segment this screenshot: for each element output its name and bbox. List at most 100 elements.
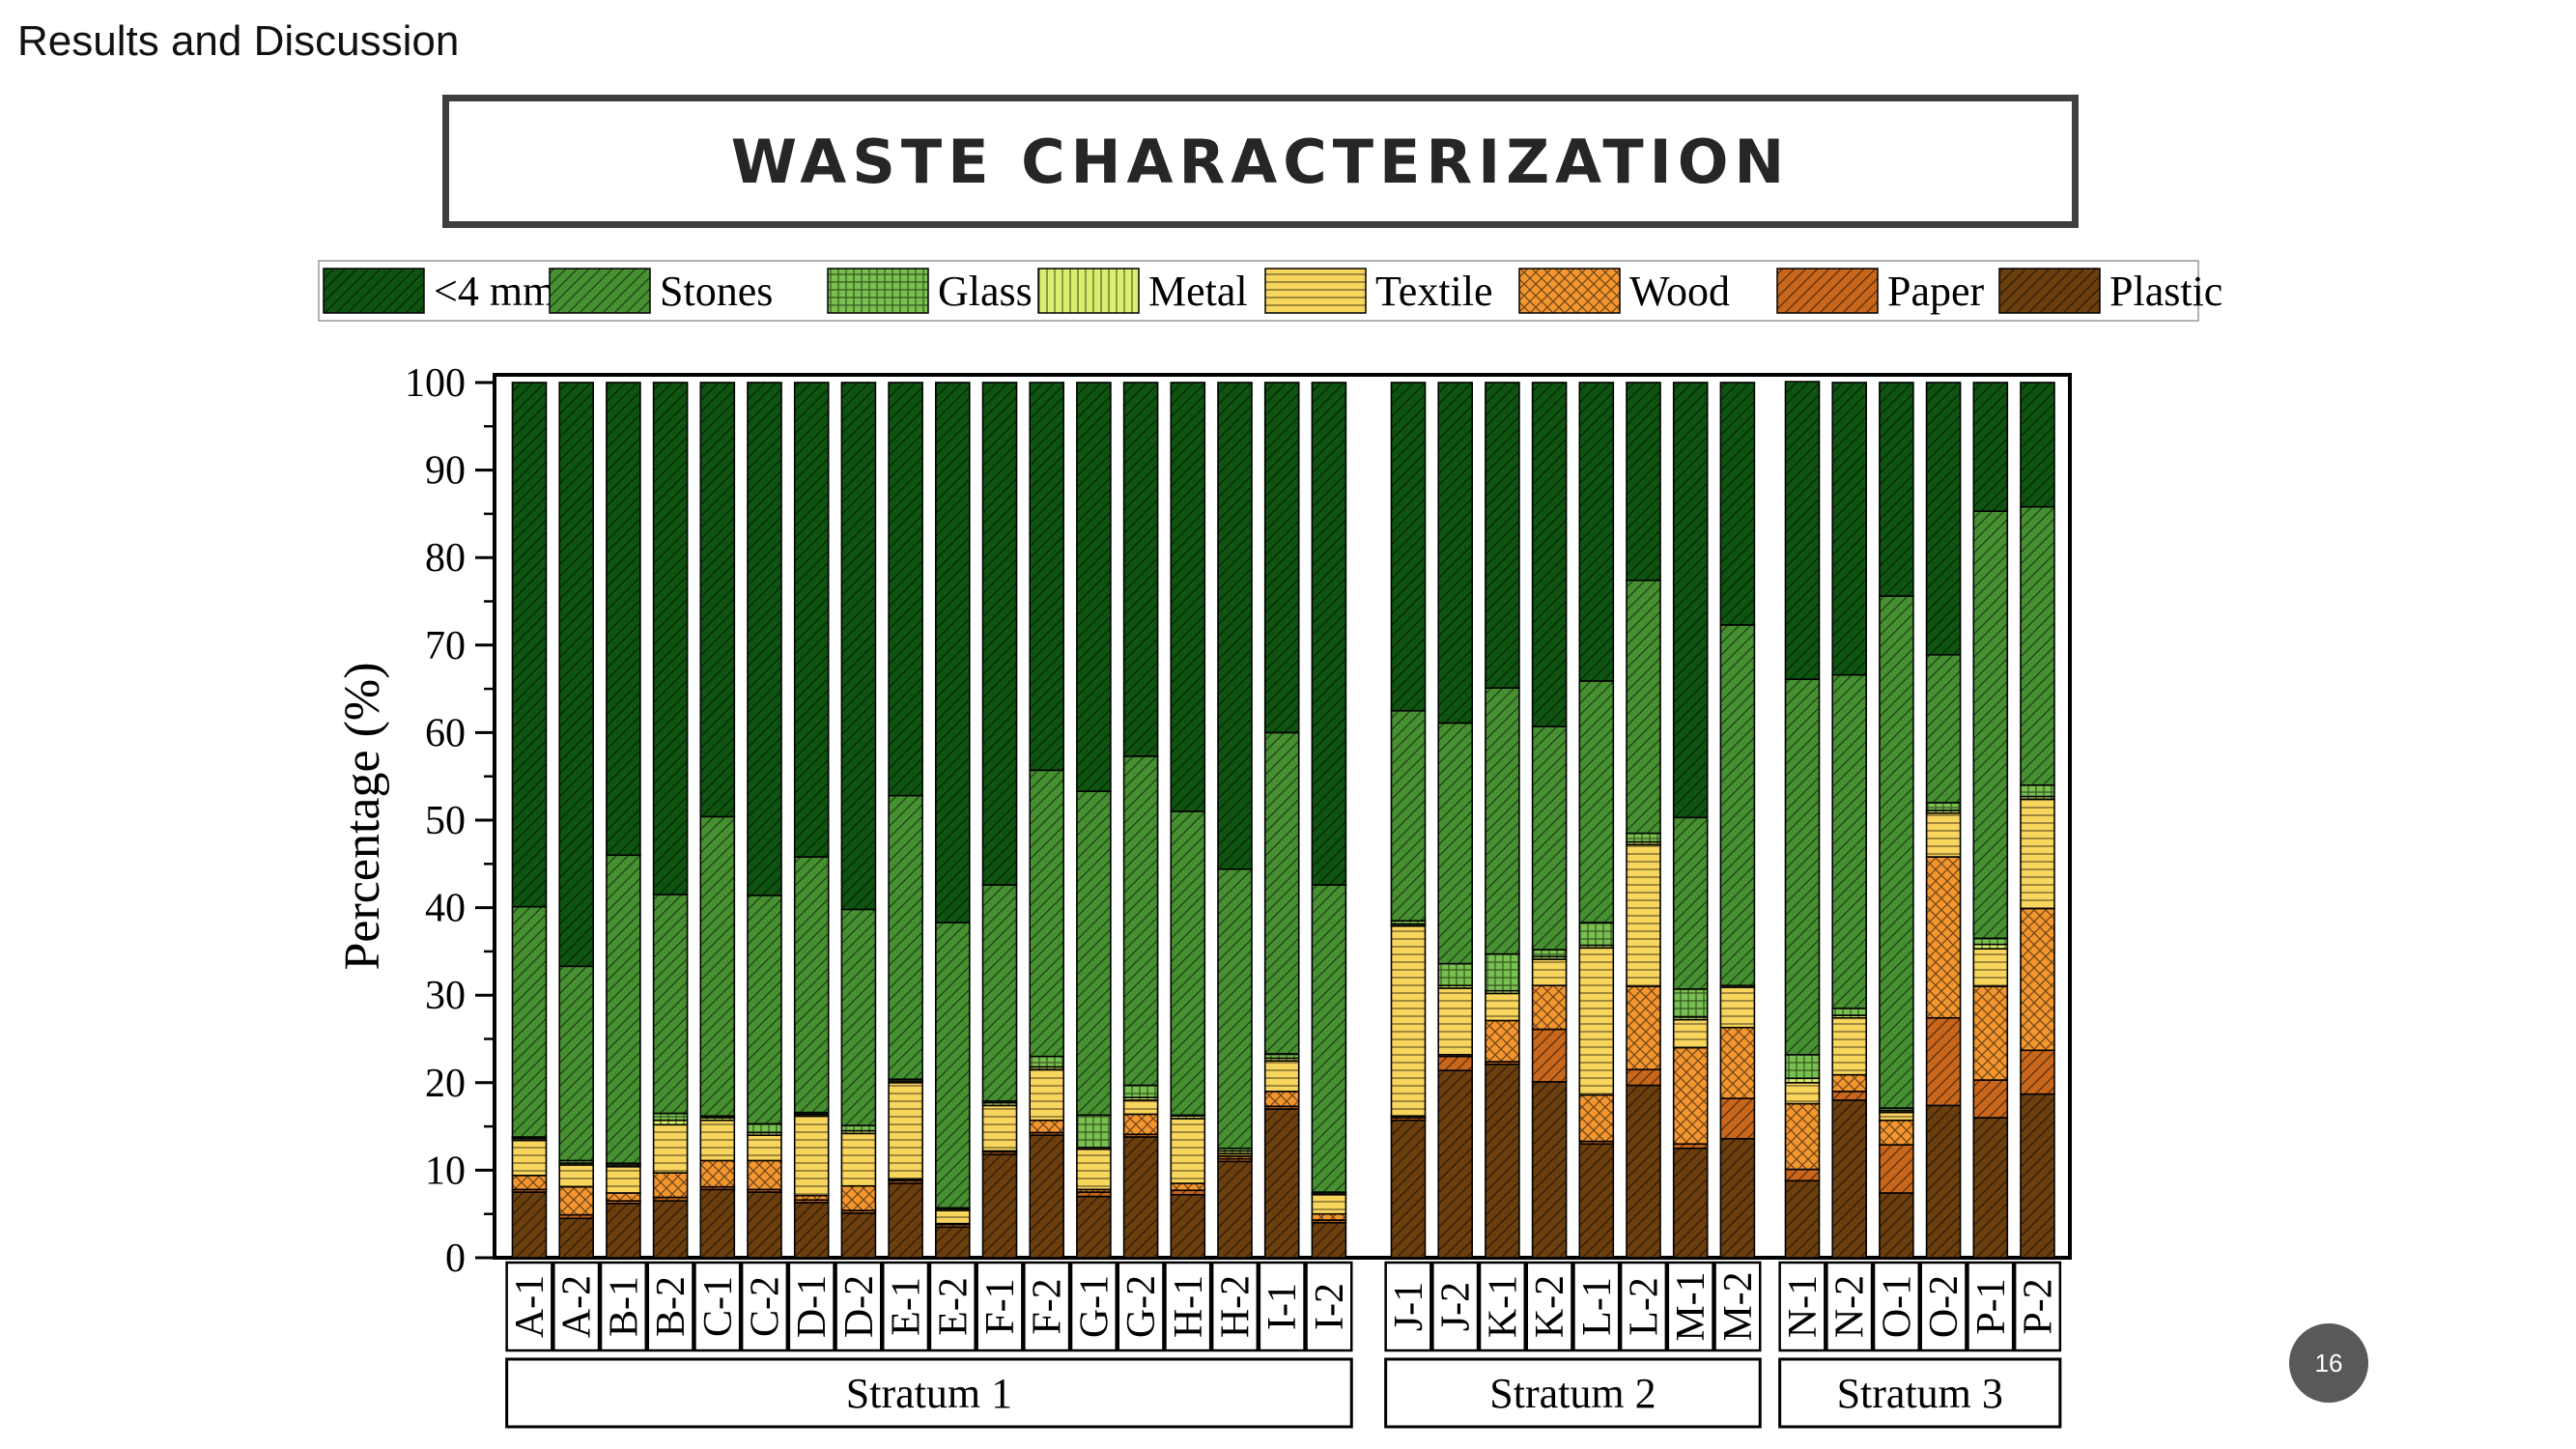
bar-stack	[1311, 382, 1347, 1259]
bar-segment	[1626, 382, 1661, 582]
x-tick-label: O-1	[1875, 1275, 1919, 1338]
bar-segment	[1531, 949, 1568, 958]
y-tick-label: 80	[425, 536, 466, 581]
legend-label: Plastic	[2109, 268, 2222, 315]
bar-segment	[1029, 769, 1064, 1058]
y-tick-label: 60	[425, 711, 466, 755]
bar-segment	[1831, 1099, 1867, 1259]
bar-segment	[1719, 1097, 1756, 1140]
bar-segment	[652, 1200, 689, 1259]
x-category: A-2	[552, 1261, 601, 1352]
bar-segment	[1076, 1195, 1112, 1259]
x-category: M-2	[1713, 1261, 1762, 1352]
x-category-box	[1572, 1261, 1621, 1352]
x-tick-label: J-2	[1434, 1282, 1479, 1331]
x-category-box	[1384, 1261, 1432, 1352]
bar-segment	[1531, 382, 1568, 727]
bar-segment	[1029, 1068, 1064, 1122]
bar-segment	[1437, 1069, 1473, 1259]
bar-stack	[1972, 382, 2009, 1259]
bar-segment	[1122, 1136, 1159, 1259]
x-category: H-1	[1164, 1261, 1212, 1352]
x-tick-label: C-2	[744, 1276, 788, 1337]
bar-stack	[793, 382, 830, 1259]
bar-segment	[1925, 811, 1962, 858]
bar-segment	[1831, 1091, 1867, 1101]
y-tick-label: 20	[425, 1062, 466, 1106]
x-tick-label: J-1	[1387, 1282, 1431, 1331]
bar-segment	[1831, 1016, 1867, 1076]
bar-segment	[1531, 958, 1568, 987]
bar-segment	[981, 1104, 1018, 1152]
bar-segment	[1390, 924, 1427, 1118]
x-category-box	[646, 1261, 694, 1352]
bar-segment	[1076, 1148, 1112, 1191]
bar-segment	[2020, 783, 2055, 798]
x-category-box	[882, 1261, 930, 1352]
bar-segment	[840, 908, 877, 1126]
bar-segment	[1879, 595, 1914, 1109]
x-tick-label: L-2	[1623, 1277, 1667, 1336]
bar-segment	[840, 1184, 877, 1211]
bar-segment	[1311, 884, 1347, 1193]
bar-segment	[1925, 1016, 1962, 1107]
bar-segment	[2020, 1049, 2055, 1095]
y-tick-label: 40	[425, 887, 466, 931]
bar-segment	[1076, 1114, 1112, 1149]
bar-segment	[1719, 1026, 1756, 1099]
bar-segment	[1672, 382, 1709, 819]
x-tick-label: P-1	[1969, 1278, 2014, 1334]
legend-label: Paper	[1887, 268, 1985, 315]
x-category-box	[787, 1261, 835, 1352]
bar-segment	[511, 1139, 548, 1177]
bar-segment	[1972, 985, 2009, 1081]
bar-segment	[1925, 802, 1962, 811]
x-category-box	[1478, 1261, 1527, 1352]
bar-segment	[1485, 952, 1520, 992]
x-tick-label: B-1	[602, 1276, 646, 1337]
bar-segment	[1437, 987, 1473, 1056]
bars	[493, 373, 2072, 1260]
x-category-box	[1210, 1261, 1260, 1352]
bar-segment	[1626, 832, 1661, 843]
bar-segment	[1784, 1054, 1821, 1080]
y-tick-label: 30	[425, 974, 466, 1018]
bar-segment	[934, 922, 971, 1209]
x-category: P-1	[1967, 1261, 2015, 1352]
x-category-box	[599, 1261, 647, 1352]
bar-stack	[1925, 382, 1962, 1259]
x-category: K-1	[1478, 1261, 1527, 1352]
x-tick-label: M-1	[1669, 1271, 1713, 1341]
bar-segment	[1972, 1079, 2009, 1119]
bar-segment	[1784, 1102, 1821, 1171]
x-category-box	[976, 1261, 1024, 1352]
bar-segment	[793, 1115, 830, 1197]
bar-segment	[840, 1211, 877, 1259]
bar-segment	[1437, 1055, 1473, 1071]
bar-segment	[1531, 1028, 1568, 1083]
legend-item: Metal	[1037, 268, 1248, 315]
bar-segment	[1784, 1179, 1821, 1259]
bar-segment	[1076, 790, 1112, 1117]
legend-item: Stones	[549, 268, 773, 315]
bar-stack	[1784, 381, 1821, 1259]
bar-segment	[1437, 382, 1473, 724]
bar-segment	[1626, 579, 1661, 835]
bar-segment	[1170, 382, 1206, 812]
bar-stack	[558, 382, 595, 1259]
bar-segment	[793, 382, 830, 858]
x-category-box	[1872, 1261, 1921, 1352]
bar-stack	[1076, 382, 1112, 1259]
bar-segment	[981, 884, 1018, 1102]
bar-stack	[1485, 382, 1520, 1259]
bar-segment	[1485, 1063, 1520, 1259]
x-category-box	[1258, 1261, 1306, 1352]
bar-segment	[1578, 922, 1615, 947]
bar-segment	[1784, 381, 1821, 680]
group-label: Stratum 2	[1489, 1370, 1656, 1417]
y-tick-label: 10	[425, 1149, 466, 1193]
legend-swatch	[1776, 268, 1879, 314]
legend-swatch	[549, 268, 651, 314]
bar-segment	[1719, 1137, 1756, 1259]
y-axis: 0 10 20 30 40 50 60 70 80 90 100 Percentage (%)	[335, 361, 495, 1281]
